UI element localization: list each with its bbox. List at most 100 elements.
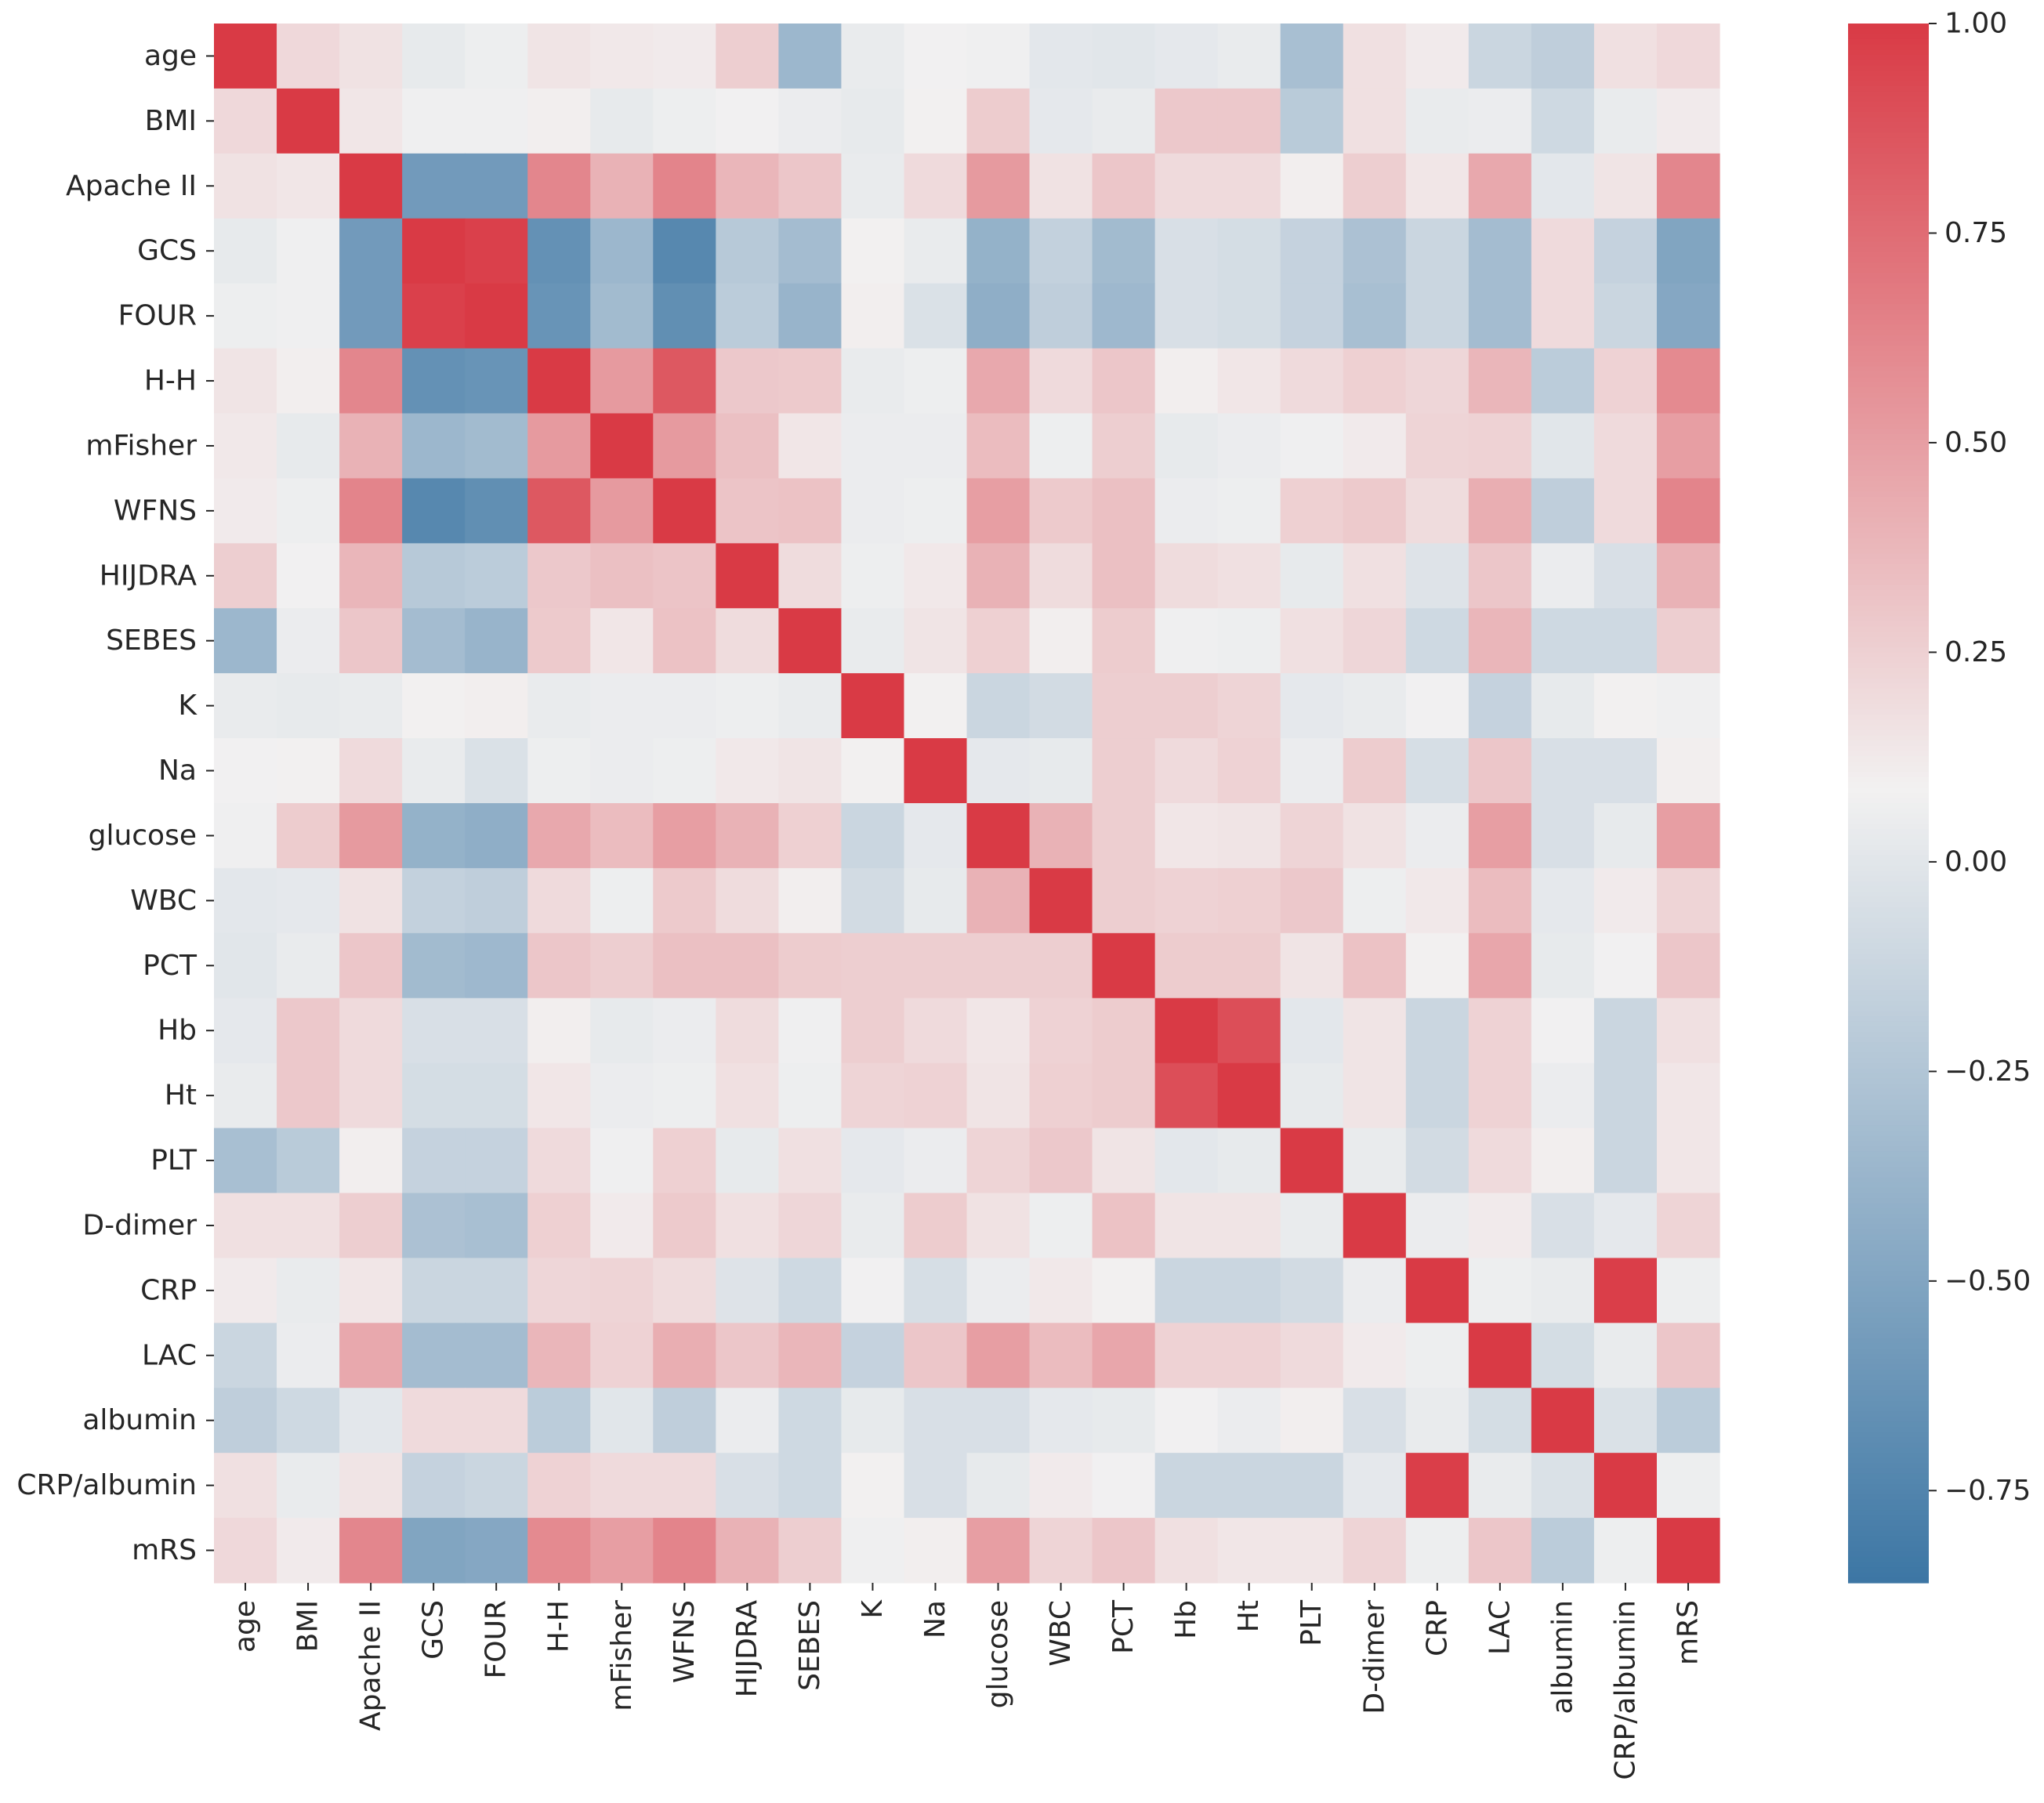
heatmap-cell-19-18 [1343, 1258, 1407, 1323]
heatmap-cell-6-10 [841, 413, 905, 480]
heatmap-cell-16-23 [1656, 1063, 1720, 1129]
heatmap-cell-10-19 [1405, 673, 1470, 739]
heatmap-cell-1-21 [1531, 88, 1595, 154]
heatmap-cell-7-0 [214, 478, 277, 544]
heatmap-cell-14-21 [1531, 932, 1595, 999]
colorbar-segment-120 [1848, 647, 1929, 653]
heatmap-cell-1-18 [1343, 88, 1407, 154]
colorbar-segment-64 [1848, 356, 1929, 362]
colorbar-segment-56 [1848, 314, 1929, 320]
heatmap-cell-13-0 [214, 867, 277, 934]
colorbar-segment-79 [1848, 434, 1929, 440]
heatmap-cell-15-21 [1531, 997, 1595, 1064]
colorbar-segment-15 [1848, 101, 1929, 107]
colorbar-segment-292 [1848, 1541, 1929, 1548]
heatmap-cell-7-11 [904, 478, 968, 544]
y-tick-label-2: Apache II [66, 170, 197, 202]
colorbar-segment-35 [1848, 205, 1929, 212]
heatmap-cell-12-21 [1531, 803, 1595, 869]
colorbar-segment-116 [1848, 626, 1929, 632]
heatmap-cell-9-21 [1531, 608, 1595, 674]
heatmap-cell-12-6 [590, 803, 654, 869]
heatmap-cell-19-4 [465, 1258, 528, 1323]
heatmap-cell-14-4 [465, 932, 528, 999]
heatmap-cell-12-16 [1217, 803, 1281, 869]
heatmap-cell-0-23 [1656, 24, 1720, 89]
y-tick-label-14: PCT [143, 950, 198, 982]
heatmap-cell-17-1 [277, 1128, 340, 1194]
y-tick-label-9: SEBES [106, 625, 197, 657]
heatmap-cell-20-1 [277, 1323, 340, 1388]
heatmap-cell-1-10 [841, 88, 905, 154]
colorbar-segment-63 [1848, 350, 1929, 357]
colorbar-segment-27 [1848, 164, 1929, 170]
heatmap-cell-4-19 [1405, 283, 1470, 349]
colorbar-segment-31 [1848, 184, 1929, 190]
heatmap-cell-7-22 [1593, 478, 1658, 544]
colorbar-segment-252 [1848, 1333, 1929, 1339]
heatmap-cell-2-21 [1531, 153, 1595, 219]
heatmap-cell-13-1 [277, 867, 340, 934]
heatmap-cell-16-4 [465, 1063, 528, 1129]
heatmap-cell-11-20 [1468, 738, 1532, 804]
y-tick-label-0: age [144, 40, 197, 72]
heatmap-cell-14-9 [778, 932, 843, 999]
heatmap-cell-18-12 [966, 1193, 1031, 1259]
heatmap-cell-6-17 [1280, 413, 1344, 480]
heatmap-cell-16-7 [653, 1063, 716, 1129]
heatmap-cell-15-22 [1593, 997, 1658, 1064]
heatmap-cell-3-6 [590, 218, 654, 284]
colorbar-segment-105 [1848, 569, 1929, 575]
heatmap-cell-15-0 [214, 997, 277, 1064]
heatmap-cell-14-17 [1280, 932, 1344, 999]
colorbar-segment-203 [1848, 1078, 1929, 1084]
heatmap-cell-6-21 [1531, 413, 1595, 480]
colorbar-segment-78 [1848, 429, 1929, 435]
colorbar-segment-270 [1848, 1427, 1929, 1433]
heatmap-cell-4-9 [778, 283, 843, 349]
heatmap-cell-20-5 [527, 1323, 591, 1388]
y-tick-label-16: Ht [165, 1080, 197, 1112]
colorbar-segment-24 [1848, 148, 1929, 154]
heatmap-cell-0-21 [1531, 24, 1595, 89]
colorbar-segment-4 [1848, 44, 1929, 50]
heatmap-cell-2-23 [1656, 153, 1720, 219]
heatmap-cell-4-1 [277, 283, 340, 349]
colorbar-segment-117 [1848, 632, 1929, 638]
heatmap-cell-3-23 [1656, 218, 1720, 284]
heatmap-cell-7-17 [1280, 478, 1344, 544]
heatmap-cell-9-14 [1092, 608, 1156, 674]
heatmap-cell-14-14 [1092, 932, 1156, 999]
heatmap-cell-10-17 [1280, 673, 1344, 739]
colorbar-segment-162 [1848, 865, 1929, 871]
heatmap-cell-9-6 [590, 608, 654, 674]
colorbar-segment-18 [1848, 117, 1929, 123]
colorbar-segment-212 [1848, 1125, 1929, 1131]
heatmap-cell-7-4 [465, 478, 528, 544]
heatmap-cell-0-17 [1280, 24, 1344, 89]
heatmap-cell-3-8 [716, 218, 779, 284]
heatmap-cell-2-13 [1029, 153, 1093, 219]
heatmap-cell-1-15 [1154, 88, 1219, 154]
y-tick-label-23: mRS [132, 1534, 197, 1566]
heatmap-cell-18-4 [465, 1193, 528, 1259]
heatmap-cell-8-14 [1092, 543, 1156, 609]
colorbar-segment-141 [1848, 756, 1929, 762]
heatmap-cell-9-8 [716, 608, 779, 674]
heatmap-cell-19-19 [1405, 1258, 1470, 1323]
heatmap-cell-6-18 [1343, 413, 1407, 480]
heatmap-cell-11-11 [904, 738, 968, 804]
heatmap-cell-22-2 [339, 1453, 403, 1519]
heatmap-cell-21-7 [653, 1388, 716, 1454]
heatmap-cell-20-2 [339, 1323, 403, 1388]
colorbar-tick-label-3: 0.25 [1944, 636, 2007, 668]
colorbar-segment-43 [1848, 247, 1929, 253]
heatmap-cell-23-3 [402, 1518, 466, 1584]
heatmap-cell-10-10 [841, 673, 905, 739]
colorbar-segment-13 [1848, 91, 1929, 97]
heatmap-cell-12-18 [1343, 803, 1407, 869]
heatmap-cell-10-21 [1531, 673, 1595, 739]
heatmap-cell-9-4 [465, 608, 528, 674]
colorbar-segment-199 [1848, 1058, 1929, 1064]
